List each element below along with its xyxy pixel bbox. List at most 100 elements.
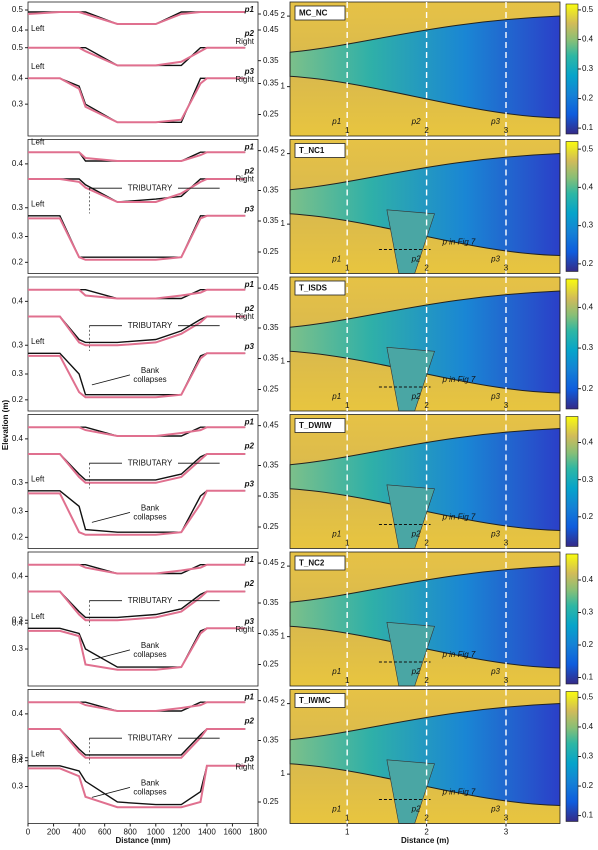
profile-label: p2 bbox=[411, 392, 421, 401]
profile-line bbox=[28, 701, 246, 712]
y2-tick-label: 0.25 bbox=[263, 110, 279, 119]
profile-label: p1 bbox=[331, 255, 341, 264]
y-tick-label: 0.4 bbox=[12, 618, 24, 627]
colorbar-tick-label: 0.3 bbox=[582, 343, 594, 352]
profile-line bbox=[28, 490, 246, 533]
map-frame bbox=[289, 276, 561, 412]
colorbar-tick-label: 0.2 bbox=[582, 781, 594, 790]
y-tick-label: 0.3 bbox=[12, 340, 24, 349]
profile-frame bbox=[27, 414, 259, 549]
y2-tick-label: 0.35 bbox=[263, 736, 279, 745]
profile-name: p2 bbox=[244, 579, 255, 588]
profile-name: p3 bbox=[244, 755, 255, 764]
profile-label: p3 bbox=[490, 392, 500, 401]
x-tick-label: 600 bbox=[98, 828, 112, 837]
x-tick-label: 1600 bbox=[224, 828, 242, 837]
y2-tick-label: 0.25 bbox=[263, 385, 279, 394]
profile-label: p1 bbox=[331, 530, 341, 539]
map-title-box bbox=[294, 418, 346, 433]
y2-tick-label: 0.35 bbox=[263, 79, 279, 88]
y2-tick-label: 0.45 bbox=[263, 25, 279, 34]
colorbar-tick-label: 0.5 bbox=[582, 144, 594, 153]
profile-line bbox=[28, 590, 246, 622]
annotation: collapses bbox=[133, 650, 166, 659]
colorbar-tick-label: 0.4 bbox=[582, 303, 594, 312]
profile-line bbox=[28, 214, 246, 261]
colorbar bbox=[565, 691, 579, 822]
profile-line bbox=[28, 563, 246, 575]
x-tick-label: 800 bbox=[124, 828, 138, 837]
profile-line bbox=[27, 11, 246, 25]
y2-tick-label: 0.45 bbox=[263, 146, 279, 155]
left-label: Left bbox=[31, 200, 45, 209]
profile-name: p2 bbox=[244, 29, 255, 38]
y2-tick-label: 0.35 bbox=[263, 323, 279, 332]
x-tick-label: 1000 bbox=[147, 828, 165, 837]
left-label: Left bbox=[31, 62, 45, 71]
y2-tick-label: 0.35 bbox=[263, 461, 279, 470]
y-tick-label: 0.5 bbox=[12, 43, 24, 52]
map-y-tick-label: 2 bbox=[281, 699, 286, 708]
map-title: MC_NC bbox=[299, 9, 328, 18]
colorbar-tick-label: 0.2 bbox=[582, 94, 594, 103]
left-label: Left bbox=[31, 337, 45, 346]
profile-line bbox=[28, 564, 246, 575]
section-label: 3 bbox=[504, 539, 509, 548]
annotation: collapses bbox=[133, 513, 166, 522]
profile-line bbox=[28, 627, 246, 671]
map-title: T_DWIW bbox=[299, 421, 332, 430]
y2-tick-label: 0.45 bbox=[263, 421, 279, 430]
profile-label: p3 bbox=[490, 530, 500, 539]
profile-frame bbox=[27, 139, 259, 274]
profile-name: p2 bbox=[244, 442, 255, 451]
y-axis-title: Elevation (m) bbox=[1, 400, 10, 451]
left-label: Left bbox=[31, 750, 45, 759]
annotation-arrow bbox=[91, 787, 131, 798]
y-tick-label: 0.4 bbox=[12, 756, 24, 765]
annotation: Bank bbox=[141, 779, 160, 788]
profile-name: p3 bbox=[244, 617, 255, 626]
profile-line bbox=[28, 178, 246, 203]
colorbar bbox=[565, 3, 579, 135]
profile-line bbox=[28, 315, 246, 347]
right-label: Right bbox=[235, 625, 254, 634]
map-frame bbox=[289, 414, 561, 549]
colorbar-tick-label: 0.3 bbox=[582, 608, 594, 617]
colorbar-tick-label: 0.2 bbox=[582, 512, 594, 521]
annotation: TRIBUTARY bbox=[128, 458, 173, 467]
x-axis-title: Distance (mm) bbox=[115, 836, 170, 845]
profile-frame bbox=[27, 689, 259, 824]
profile-name: p3 bbox=[244, 67, 255, 76]
map-y-tick-label: 1 bbox=[281, 82, 286, 91]
colorbar bbox=[565, 416, 579, 547]
map-frame bbox=[289, 139, 561, 274]
colorbar-tick-label: 0.1 bbox=[582, 673, 594, 682]
profile-line bbox=[28, 728, 246, 759]
colorbar-tick-label: 0.3 bbox=[582, 64, 594, 73]
y2-tick-label: 0.35 bbox=[263, 491, 279, 500]
map-y-tick-label: 1 bbox=[281, 632, 286, 641]
section-label: 1 bbox=[345, 539, 350, 548]
profile-label: p3 bbox=[490, 117, 500, 126]
annotation-arrow bbox=[91, 374, 131, 386]
left-label: Left bbox=[31, 138, 45, 147]
profile-line bbox=[28, 11, 246, 25]
map-note: p in Fig 7 bbox=[441, 375, 475, 384]
annotation: Bank bbox=[141, 641, 160, 650]
map-note: p in Fig 7 bbox=[441, 650, 475, 659]
annotation-arrow bbox=[91, 649, 131, 661]
annotation: collapses bbox=[133, 375, 166, 384]
y-tick-label: 0.4 bbox=[12, 159, 24, 168]
y-tick-label: 0.3 bbox=[12, 782, 24, 791]
y2-tick-label: 0.35 bbox=[263, 354, 279, 363]
left-label: Left bbox=[31, 24, 45, 33]
profile-label: p2 bbox=[411, 530, 421, 539]
map-y-tick-label: 2 bbox=[281, 561, 286, 570]
profile-name: p1 bbox=[244, 280, 255, 289]
y-tick-label: 0.3 bbox=[12, 99, 24, 108]
profile-frame bbox=[27, 276, 259, 412]
y-tick-label: 0.3 bbox=[12, 232, 24, 241]
colorbar-tick-label: 0.5 bbox=[582, 693, 594, 702]
colorbar-tick-label: 0.3 bbox=[582, 475, 594, 484]
right-label: Right bbox=[235, 763, 254, 772]
